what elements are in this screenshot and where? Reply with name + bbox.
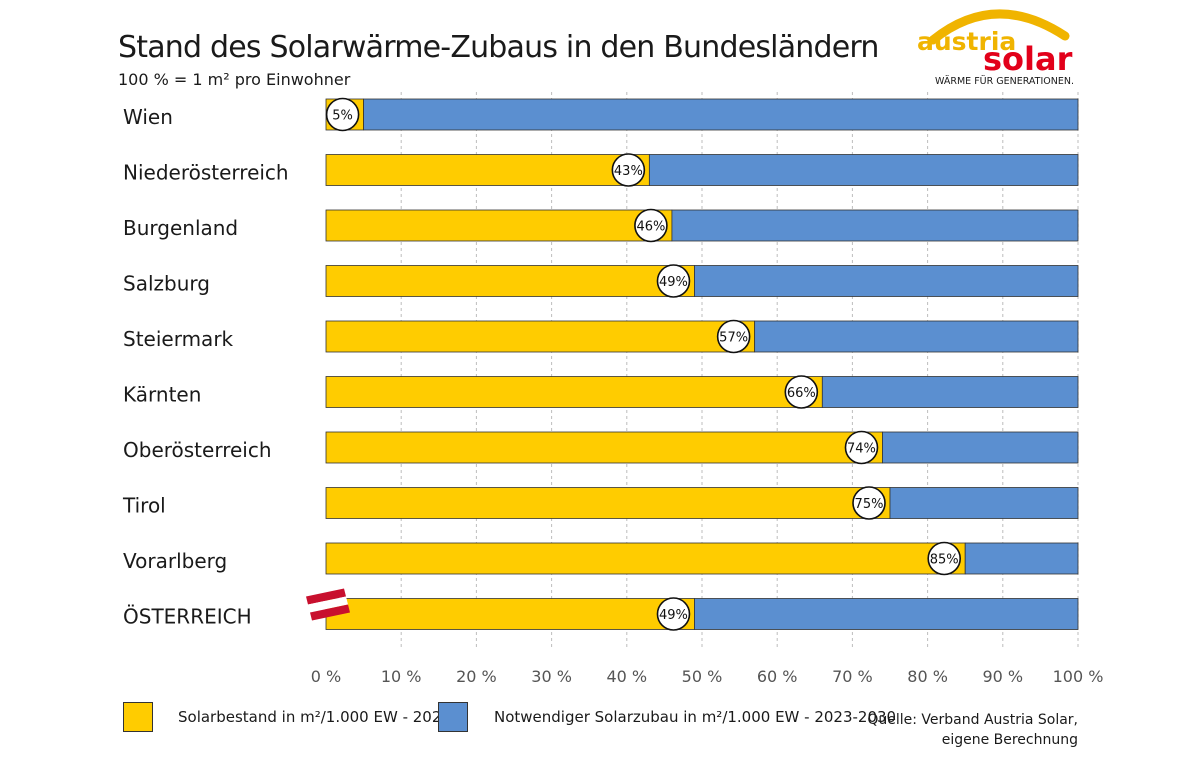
x-tick-label-20: 20 % bbox=[456, 667, 497, 686]
austria-flag-stripe-top bbox=[306, 588, 346, 605]
x-tick-label-0: 0 % bbox=[311, 667, 341, 686]
x-tick-label-50: 50 % bbox=[682, 667, 723, 686]
category-label-burgenland: Burgenland bbox=[123, 216, 238, 240]
source-line-1: Quelle: Verband Austria Solar, bbox=[867, 712, 1078, 728]
bar-solarzubau-österreich bbox=[694, 598, 1079, 630]
category-label-salzburg: Salzburg bbox=[123, 272, 210, 296]
data-label-circle-burgenland bbox=[634, 208, 668, 243]
bar-solarzubau-oberösterreich bbox=[882, 431, 1079, 464]
bar-solarzubau-salzburg bbox=[694, 265, 1079, 297]
logo-word-top: austria bbox=[917, 27, 1016, 56]
data-label-circle-oberösterreich bbox=[844, 430, 879, 465]
bar-solarzubau-tirol bbox=[889, 487, 1079, 519]
data-label-österreich: 49% bbox=[659, 608, 688, 623]
data-label-circle-österreich bbox=[656, 597, 691, 631]
chart-subtitle: 100 % = 1 m² pro Einwohner bbox=[118, 70, 351, 89]
bar-solarbestand-oberösterreich bbox=[325, 431, 883, 464]
bar-solarzubau-wien bbox=[363, 98, 1079, 131]
category-label-niederösterreich: Niederösterreich bbox=[123, 161, 289, 185]
austria-solar-logo: austria solar WÄRME FÜR GENERATIONEN. bbox=[917, 9, 1074, 87]
category-label-steiermark: Steiermark bbox=[123, 327, 234, 351]
category-label-oberösterreich: Oberösterreich bbox=[123, 438, 272, 462]
x-tick-label-100: 100 % bbox=[1053, 667, 1104, 686]
bar-solarbestand-österreich bbox=[325, 598, 695, 630]
x-tick-label-80: 80 % bbox=[907, 667, 948, 686]
data-label-vorarlberg: 85% bbox=[930, 553, 959, 568]
category-label-österreich: ÖSTERREICH bbox=[123, 605, 252, 629]
bar-solarzubau-burgenland bbox=[671, 209, 1079, 242]
source-note: Quelle: Verband Austria Solar, eigene Be… bbox=[818, 710, 1078, 750]
data-label-circle-kärnten bbox=[784, 375, 819, 409]
austria-flag-stripe-bottom bbox=[310, 604, 350, 621]
bar-solarzubau-kärnten bbox=[821, 376, 1079, 408]
x-tick-label-10: 10 % bbox=[381, 667, 422, 686]
bar-solarbestand-kärnten bbox=[325, 376, 823, 408]
bar-solarbestand-niederösterreich bbox=[325, 154, 650, 186]
data-label-circle-wien bbox=[325, 97, 360, 132]
data-label-circle-niederösterreich bbox=[611, 153, 646, 187]
x-tick-label-40: 40 % bbox=[606, 667, 647, 686]
bar-solarbestand-steiermark bbox=[325, 320, 756, 353]
category-label-vorarlberg: Vorarlberg bbox=[123, 549, 227, 573]
bar-solarbestand-tirol bbox=[325, 487, 891, 519]
data-label-wien: 5% bbox=[332, 109, 353, 124]
data-label-kärnten: 66% bbox=[787, 386, 816, 401]
source-line-2: eigene Berechnung bbox=[941, 732, 1078, 748]
category-label-tirol: Tirol bbox=[122, 494, 166, 518]
x-tick-label-60: 60 % bbox=[757, 667, 798, 686]
category-label-wien: Wien bbox=[123, 105, 173, 129]
legend-swatch-solarbestand bbox=[123, 702, 153, 732]
bar-solarbestand-salzburg bbox=[325, 265, 695, 297]
data-label-burgenland: 46% bbox=[636, 220, 665, 235]
category-label-kärnten: Kärnten bbox=[123, 383, 201, 407]
legend-label-solarzubau: Notwendiger Solarzubau in m²/1.000 EW - … bbox=[494, 708, 897, 726]
stacked-bar-chart: 0 % 10 % 20 % 30 % 40 % 50 % 60 % 70 % 80 % 90 % 1… bbox=[122, 92, 1104, 686]
data-label-salzburg: 49% bbox=[659, 275, 688, 290]
data-label-oberösterreich: 74% bbox=[847, 442, 876, 457]
bar-solarzubau-niederösterreich bbox=[648, 154, 1079, 186]
logo-word-bottom: solar bbox=[983, 40, 1073, 78]
data-label-niederösterreich: 43% bbox=[614, 164, 643, 179]
legend-label-solarbestand: Solarbestand in m²/1.000 EW - 2022 bbox=[178, 708, 451, 726]
bar-solarbestand-vorarlberg bbox=[325, 542, 966, 575]
x-tick-label-30: 30 % bbox=[531, 667, 572, 686]
bar-solarzubau-vorarlberg bbox=[964, 542, 1079, 575]
logo-tagline: WÄRME FÜR GENERATIONEN. bbox=[935, 76, 1074, 87]
austria-flag-stripe-middle bbox=[308, 596, 348, 613]
bar-solarzubau-steiermark bbox=[754, 320, 1079, 353]
legend-swatch-solarzubau bbox=[438, 702, 468, 732]
x-tick-label-90: 90 % bbox=[982, 667, 1023, 686]
chart-title: Stand des Solarwärme-Zubaus in den Bunde… bbox=[118, 30, 879, 65]
bar-solarbestand-burgenland bbox=[325, 209, 673, 242]
logo-sun-arc bbox=[928, 9, 1070, 45]
data-label-steiermark: 57% bbox=[719, 331, 748, 346]
data-label-circle-steiermark bbox=[716, 319, 751, 354]
data-label-circle-salzburg bbox=[656, 264, 691, 298]
data-label-circle-tirol bbox=[852, 486, 886, 520]
x-tick-label-70: 70 % bbox=[832, 667, 873, 686]
data-label-circle-vorarlberg bbox=[927, 541, 962, 576]
data-label-tirol: 75% bbox=[855, 497, 884, 512]
